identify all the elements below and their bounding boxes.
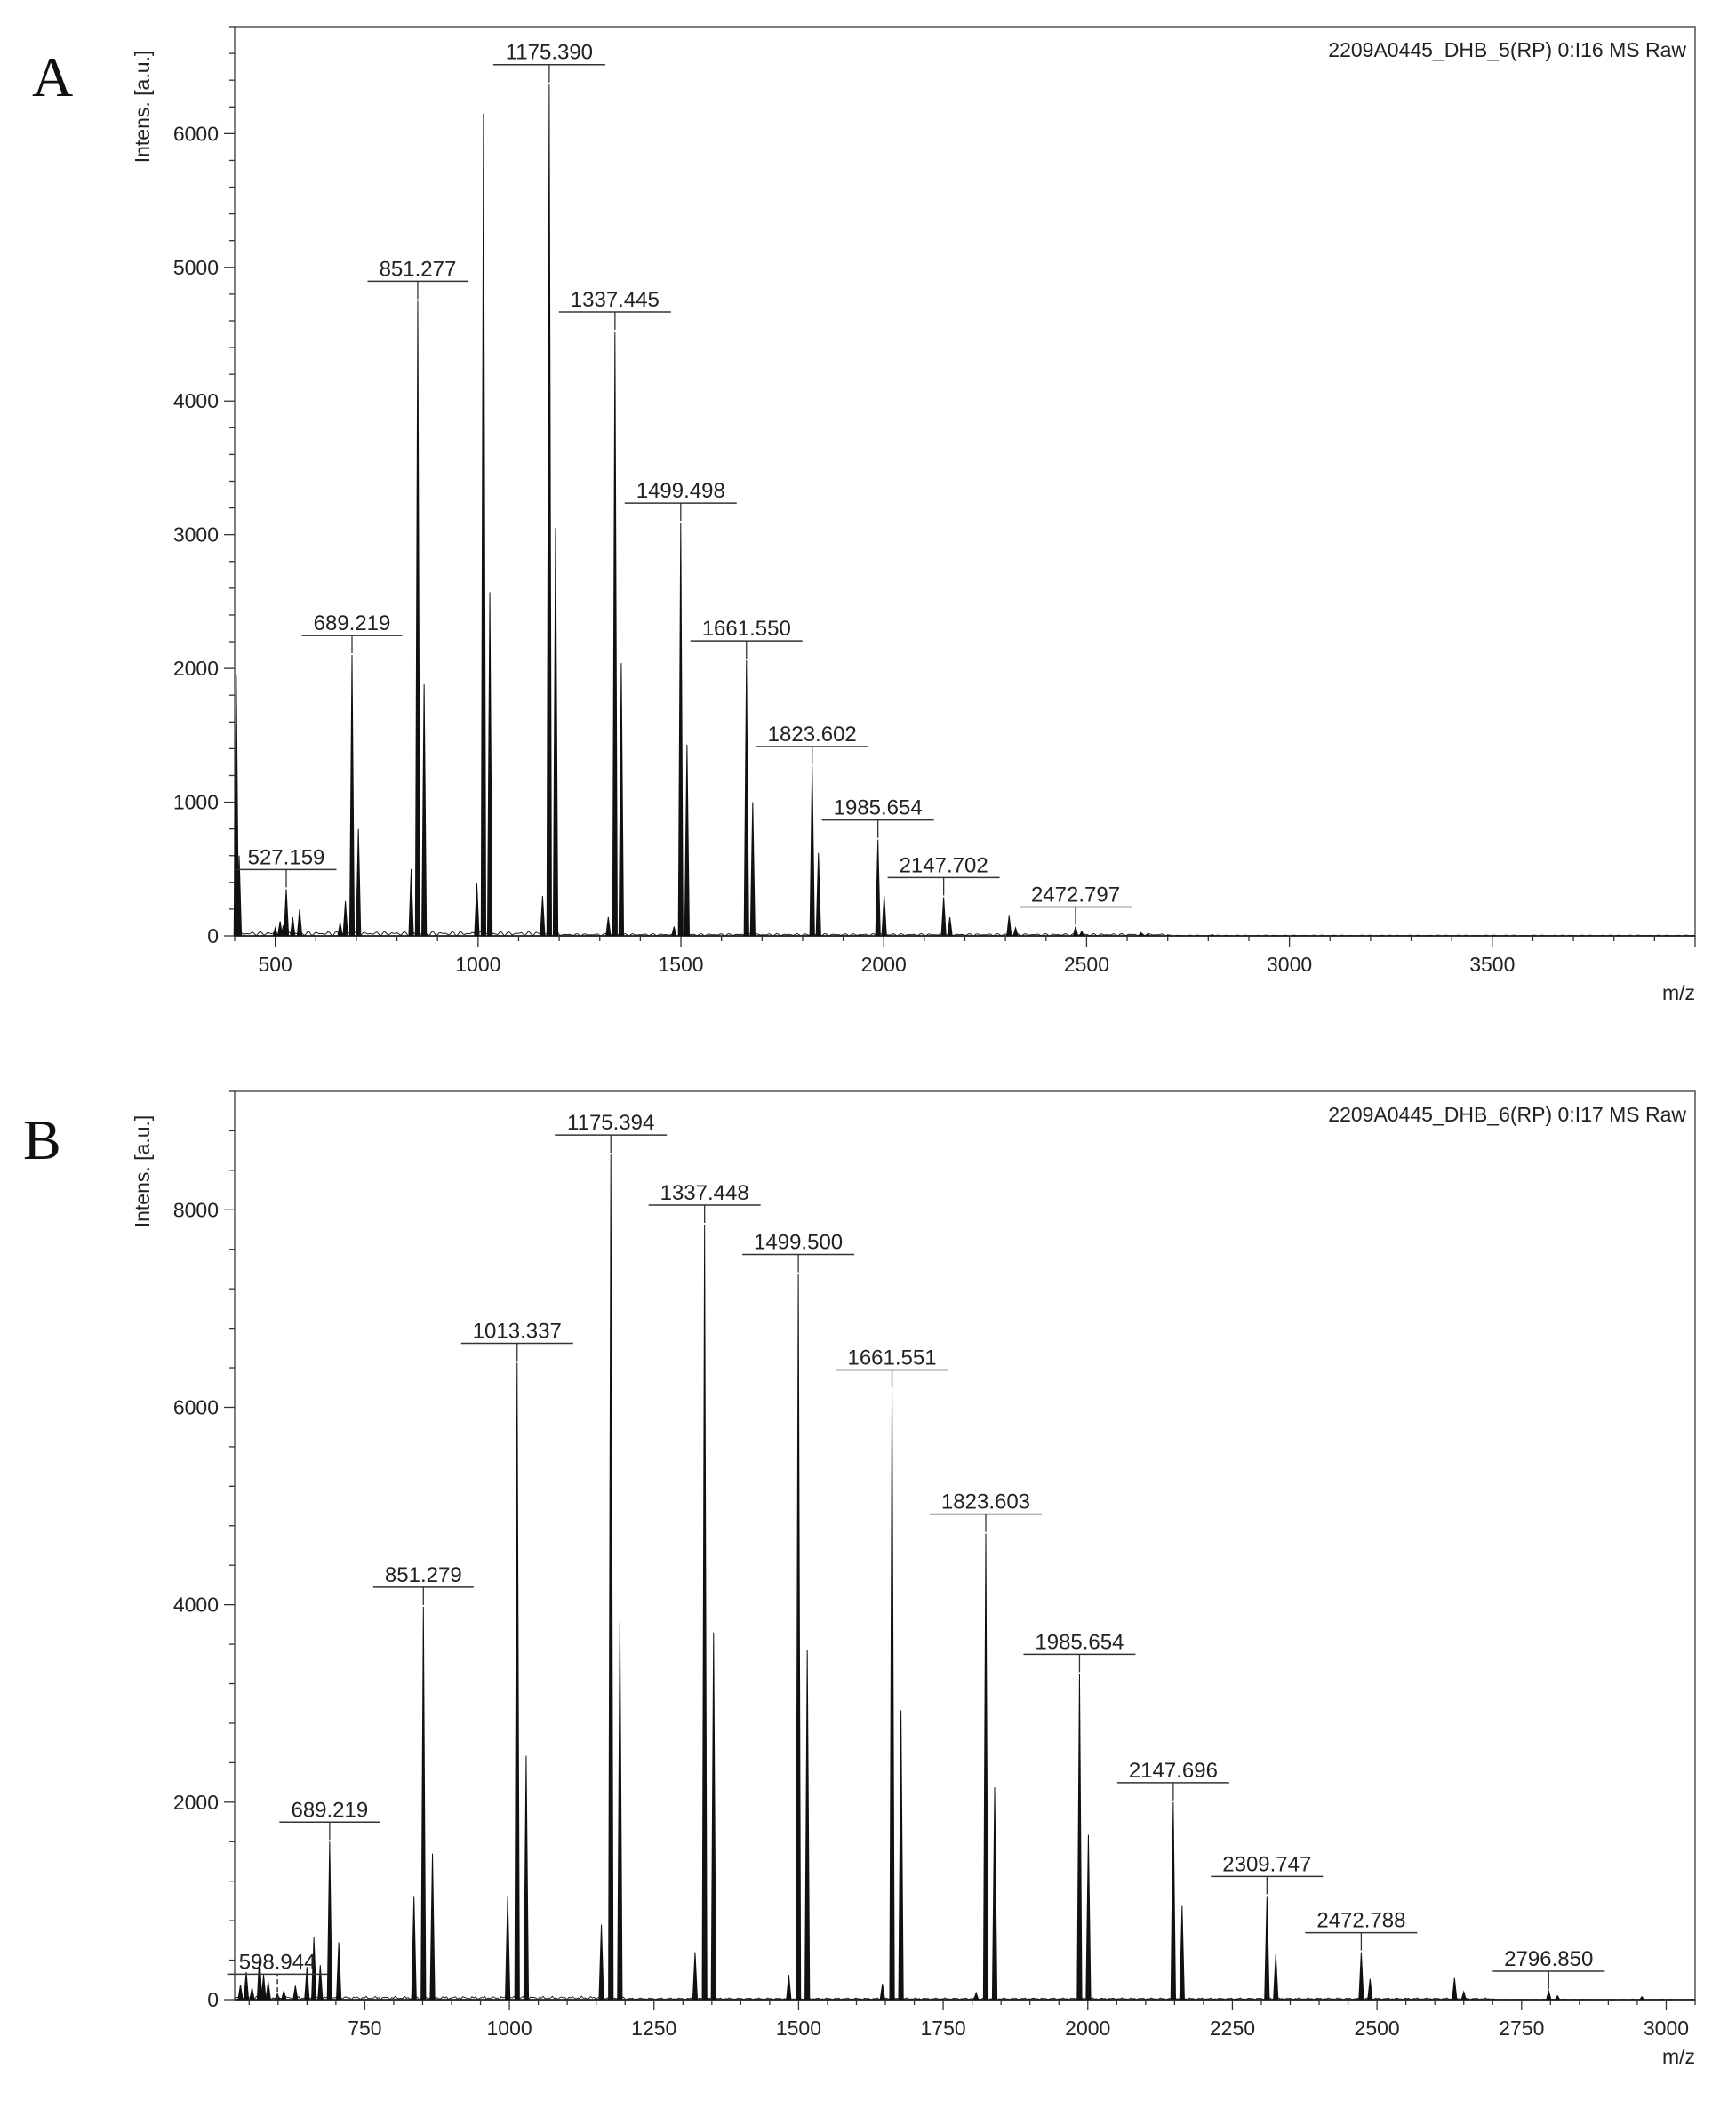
peak-a-30 (815, 852, 821, 937)
peak-a-15 (474, 883, 480, 937)
plot-frame-a (234, 26, 1696, 937)
panel-label-a: A (32, 45, 74, 108)
x-tick-label-a-2500: 2500 (1064, 953, 1109, 976)
peak-a-9 (342, 900, 348, 937)
y-axis-label-a: Intens. [a.u.] (131, 51, 154, 164)
peak-a-11 (356, 828, 362, 937)
peak-a-24 (671, 926, 677, 937)
y-tick-label-a-2000: 2000 (173, 657, 219, 680)
peak-a-37 (1072, 926, 1079, 937)
y-tick-label-a-1000: 1000 (173, 791, 219, 814)
y-tick-label-a-6000: 6000 (173, 122, 219, 145)
panel-label-b: B (23, 1108, 61, 1171)
peak-a-33 (940, 897, 947, 937)
peak-a-18 (540, 895, 546, 937)
peak-a-20 (552, 528, 559, 937)
source-label-a: 2209A0445_DHB_5(RP) 0:I16 MS Raw (1328, 38, 1686, 61)
peak-a-22 (612, 332, 618, 937)
peak-label-a-5: 1499.498 (636, 479, 725, 503)
y-tick-label-a-4000: 4000 (173, 389, 219, 412)
peak-a-31 (875, 839, 881, 937)
peak-a-19 (546, 84, 552, 937)
peak-a-5 (283, 889, 290, 937)
peak-a-6 (290, 916, 296, 937)
peak-a-1 (236, 855, 243, 937)
peak-a-27 (743, 660, 749, 937)
peak-label-a-8: 1985.654 (834, 796, 923, 820)
peak-a-10 (348, 655, 356, 937)
peak-a-39 (1138, 931, 1145, 937)
peak-a-8 (337, 922, 343, 937)
peak-a-17 (486, 592, 493, 937)
peak-a-32 (881, 895, 887, 937)
x-tick-label-a-1500: 1500 (658, 953, 703, 976)
noise-trace-a (234, 930, 1696, 937)
peak-label-a-1: 689.219 (314, 611, 391, 635)
peak-a-38 (1078, 930, 1085, 937)
x-tick-label-a-2000: 2000 (861, 953, 907, 976)
x-tick-label-a-500: 500 (258, 953, 292, 976)
peak-label-a-0: 527.159 (248, 845, 325, 869)
y-tick-label-a-3000: 3000 (173, 523, 219, 547)
peak-a-36 (1012, 926, 1019, 937)
x-tick-label-a-3000: 3000 (1267, 953, 1312, 976)
peak-a-14 (421, 684, 428, 937)
x-tick-label-a-3500: 3500 (1469, 953, 1515, 976)
peak-a-28 (749, 802, 756, 937)
peak-a-21 (605, 916, 612, 937)
peak-label-a-2: 851.277 (380, 257, 457, 281)
peak-a-41 (1208, 933, 1217, 937)
x-tick-label-a-1000: 1000 (455, 953, 500, 976)
peak-a-3 (276, 921, 284, 937)
peak-label-a-3: 1175.390 (506, 41, 593, 65)
peak-a-35 (1006, 915, 1012, 937)
peak-label-a-9: 2147.702 (900, 853, 988, 877)
peak-a-7 (296, 908, 303, 937)
x-axis-label-a: m/z (1662, 981, 1695, 1004)
peak-a-40 (1143, 933, 1151, 937)
peak-a-2 (272, 926, 278, 937)
peak-label-a-6: 1661.550 (702, 617, 791, 641)
peak-a-29 (809, 765, 815, 937)
peak-a-25 (677, 523, 684, 937)
peak-label-a-10: 2472.797 (1031, 883, 1120, 907)
y-tick-label-a-0: 0 (207, 924, 219, 947)
peak-a-26 (684, 744, 690, 937)
y-tick-label-a-5000: 5000 (173, 256, 219, 279)
peak-label-a-4: 1337.445 (571, 288, 660, 312)
peak-a-34 (947, 916, 953, 937)
peak-a-23 (618, 663, 625, 937)
peak-a-16 (480, 113, 487, 937)
peak-a-12 (408, 868, 414, 937)
peak-label-a-7: 1823.602 (768, 723, 857, 747)
peak-a-0 (233, 675, 239, 937)
peak-a-13 (414, 300, 421, 937)
